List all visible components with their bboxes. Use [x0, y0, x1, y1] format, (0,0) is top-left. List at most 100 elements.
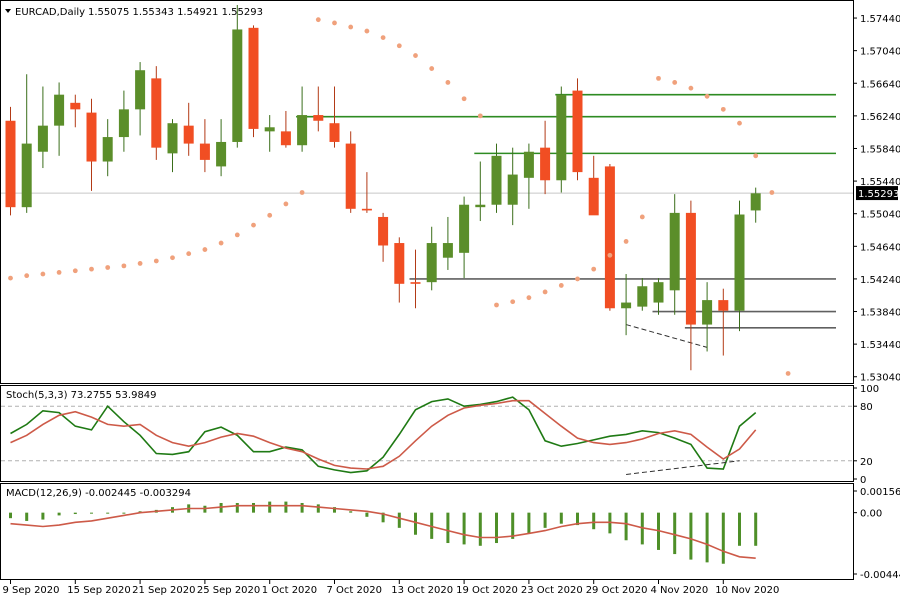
macd-histogram-bar	[754, 512, 758, 546]
macd-histogram-bar	[624, 512, 628, 541]
candle-body	[5, 120, 16, 208]
candle-body	[572, 90, 583, 173]
sar-dot	[121, 263, 127, 269]
macd-histogram-bar	[414, 512, 417, 535]
candle-body	[750, 193, 761, 211]
sar-dot	[753, 153, 759, 159]
sar-dot	[737, 120, 742, 126]
macd-label: MACD(12,26,9) -0.002445 -0.003294	[6, 488, 191, 499]
sar-dot	[202, 247, 208, 252]
price-tick-label: 1.56640	[860, 79, 900, 90]
macd-histogram-bar	[106, 512, 110, 514]
macd-histogram-bar	[9, 512, 12, 519]
candle-body	[102, 137, 113, 162]
time-tick-label: 15 Sep 2020	[67, 585, 130, 596]
macd-histogram-bar	[252, 502, 255, 513]
candle-body	[604, 166, 615, 309]
sar-dot	[396, 43, 402, 49]
stoch-axis: 100 80 20 0	[853, 384, 879, 486]
sar-dot	[170, 255, 175, 261]
macd-histogram-bar	[90, 512, 93, 514]
macd-histogram-bar	[349, 511, 353, 513]
sar-dot	[380, 35, 386, 41]
candle-body	[167, 123, 178, 154]
time-tick-label: 25 Sep 2020	[197, 585, 260, 596]
stoch-trend-line	[626, 460, 740, 475]
macd-pane[interactable]	[1, 484, 853, 579]
candle-body	[540, 147, 551, 181]
sar-dot	[445, 80, 451, 85]
macd-histogram-bar	[673, 512, 677, 555]
sar-dot	[299, 190, 305, 195]
sar-dot	[24, 273, 30, 279]
price-tick-label: 1.55840	[860, 144, 900, 155]
macd-histogram-bar	[543, 512, 547, 528]
candle-body	[394, 243, 405, 284]
macd-histogram-bar	[41, 512, 45, 520]
sar-dot	[672, 80, 678, 85]
macd-histogram-bar	[576, 512, 579, 526]
macd-histogram-bar	[25, 512, 29, 521]
macd-histogram-bar	[316, 504, 320, 513]
macd-tick-label: -0.004443	[860, 570, 900, 581]
candle-body	[118, 109, 129, 138]
sar-dot	[461, 96, 467, 102]
sar-dot	[623, 239, 629, 244]
macd-tick-label: 0.00	[860, 509, 882, 520]
sar-dot	[785, 371, 791, 376]
main-pane[interactable]	[1, 1, 853, 383]
sar-dot	[607, 252, 613, 258]
candle-body	[621, 302, 632, 309]
sar-dot	[315, 17, 321, 23]
stoch-tick-label: 20	[860, 457, 873, 468]
sar-dot	[267, 212, 273, 218]
sar-dot	[591, 266, 597, 272]
candle-body	[329, 123, 340, 142]
price-axis: 1.57440 1.57040 1.56640 1.56240 1.55840 1.554…	[853, 14, 900, 384]
macd-histogram-bar	[268, 501, 272, 513]
sar-dot	[575, 276, 580, 282]
sar-dot	[218, 240, 224, 246]
current-price-badge	[856, 186, 898, 201]
candle-body	[216, 141, 227, 167]
sar-dot	[89, 266, 94, 272]
sar-dot	[639, 214, 645, 220]
main-plot-area	[1, 1, 853, 383]
candle-body	[86, 112, 97, 162]
candle-body	[264, 127, 275, 132]
candle-body	[702, 300, 713, 325]
price-tick-label: 1.57040	[860, 47, 900, 58]
main-pane-border	[0, 0, 854, 384]
macd-histogram-bar	[446, 512, 450, 544]
macd-histogram-bar	[559, 512, 563, 524]
sar-dot	[364, 28, 370, 34]
macd-histogram-bar	[705, 512, 709, 563]
candle-body	[669, 212, 680, 291]
sar-dot	[769, 190, 775, 195]
trend-line	[625, 324, 708, 348]
candle-body	[280, 131, 291, 146]
sar-dot	[153, 258, 159, 264]
menu-triangle-icon[interactable]	[5, 9, 11, 13]
candle-body	[70, 102, 81, 110]
macd-histogram-bar	[721, 512, 725, 564]
macd-histogram-bar	[300, 502, 304, 513]
time-tick-label: 9 Sep 2020	[3, 585, 60, 596]
candle-body	[491, 155, 502, 205]
sar-dot	[526, 295, 532, 301]
sar-dot	[348, 24, 354, 30]
macd-histogram-bar	[365, 512, 369, 517]
sar-dot	[656, 75, 661, 81]
candle-body	[523, 151, 534, 178]
macd-histogram-bar	[495, 512, 498, 544]
stoch-pane[interactable]	[1, 386, 853, 481]
macd-histogram-bar	[57, 512, 61, 516]
candle-body	[734, 214, 745, 311]
stoch-main-line	[10, 396, 757, 474]
candle-body	[248, 27, 259, 129]
macd-histogram-bar	[333, 507, 336, 513]
stoch-pane-border	[0, 385, 854, 482]
sar-dot	[40, 271, 46, 277]
